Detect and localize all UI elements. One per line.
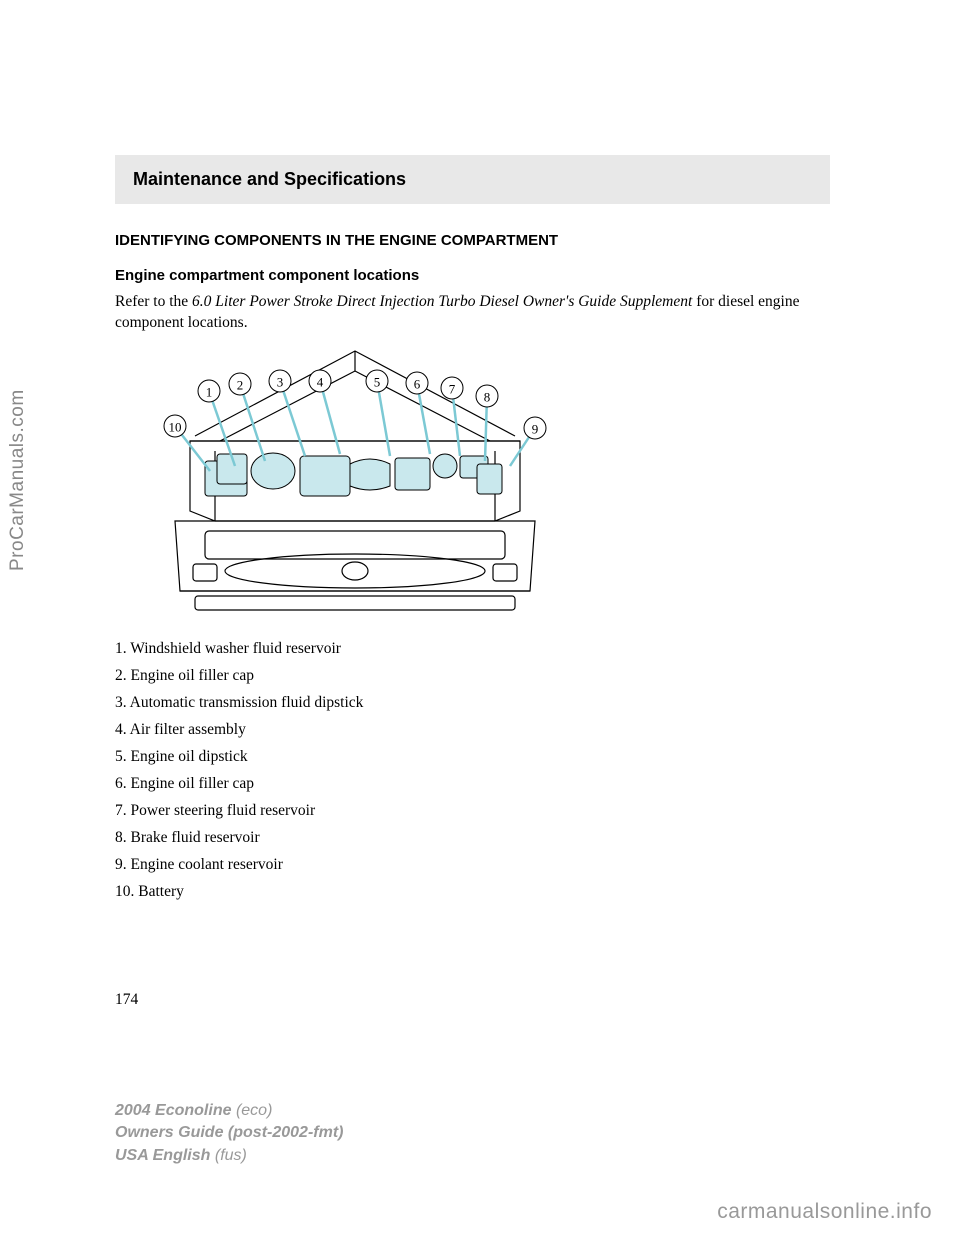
- subsection-heading: Engine compartment component locations: [115, 267, 830, 284]
- component-coolant: [477, 464, 502, 494]
- list-item: 4. Air filter assembly: [115, 721, 830, 739]
- page-number: 174: [115, 991, 830, 1009]
- watermark-bottom: carmanualsonline.info: [717, 1200, 932, 1224]
- body-prefix: Refer to the: [115, 293, 192, 310]
- callout-number: 9: [532, 421, 539, 436]
- footer-lang-code: (fus): [210, 1147, 246, 1164]
- body-paragraph: Refer to the 6.0 Liter Power Stroke Dire…: [115, 292, 830, 334]
- callout-leader: [280, 381, 305, 456]
- engine-diagram: 1 2 3 4 5 6 7 8 9 10: [155, 346, 590, 618]
- list-item: 10. Battery: [115, 883, 830, 901]
- header-bar: Maintenance and Specifications: [115, 155, 830, 204]
- callout-number: 10: [169, 419, 182, 434]
- emblem: [342, 562, 368, 580]
- callout-number: 6: [414, 376, 421, 391]
- list-item: 9. Engine coolant reservoir: [115, 856, 830, 874]
- callout-number: 5: [374, 374, 381, 389]
- page-title: Maintenance and Specifications: [133, 169, 812, 190]
- list-item: 7. Power steering fluid reservoir: [115, 802, 830, 820]
- component-ps-reservoir: [433, 454, 457, 478]
- callout-number: 1: [206, 384, 213, 399]
- component-intake: [350, 459, 390, 490]
- component-engine-top: [395, 458, 430, 490]
- callout-number: 8: [484, 389, 491, 404]
- callout-number: 3: [277, 374, 284, 389]
- component-oil-cap: [251, 453, 295, 489]
- headlight-left: [193, 564, 217, 581]
- list-item: 1. Windshield washer fluid reservoir: [115, 640, 830, 658]
- list-item: 8. Brake fluid reservoir: [115, 829, 830, 847]
- component-airfilter: [300, 456, 350, 496]
- headlight-right: [493, 564, 517, 581]
- list-item: 3. Automatic transmission fluid dipstick: [115, 694, 830, 712]
- component-list: 1. Windshield washer fluid reservoir 2. E…: [115, 640, 830, 901]
- engine-diagram-svg: 1 2 3 4 5 6 7 8 9 10: [155, 346, 590, 618]
- page-content: Maintenance and Specifications IDENTIFYI…: [115, 155, 830, 1009]
- footer-model-code: (eco): [232, 1102, 273, 1119]
- watermark-left: ProCarManuals.com: [7, 389, 29, 571]
- lower-bumper: [195, 596, 515, 610]
- footer-model: 2004 Econoline: [115, 1102, 232, 1119]
- footer-line-2: Owners Guide (post-2002-fmt): [115, 1122, 343, 1144]
- list-item: 5. Engine oil dipstick: [115, 748, 830, 766]
- callout-leader: [240, 384, 265, 461]
- list-item: 6. Engine oil filler cap: [115, 775, 830, 793]
- callout-number: 4: [317, 374, 324, 389]
- callout-number: 7: [449, 381, 456, 396]
- callout-number: 2: [237, 377, 244, 392]
- footer-line-3: USA English (fus): [115, 1145, 343, 1167]
- body-italic: 6.0 Liter Power Stroke Direct Injection …: [192, 293, 692, 310]
- footer-guide: Owners Guide (post-2002-fmt): [115, 1124, 343, 1141]
- footer-line-1: 2004 Econoline (eco): [115, 1100, 343, 1122]
- footer-lang: USA English: [115, 1147, 210, 1164]
- section-heading: IDENTIFYING COMPONENTS IN THE ENGINE COM…: [115, 232, 830, 249]
- engine-diagram-container: 1 2 3 4 5 6 7 8 9 10: [155, 346, 830, 618]
- footer: 2004 Econoline (eco) Owners Guide (post-…: [115, 1100, 343, 1167]
- list-item: 2. Engine oil filler cap: [115, 667, 830, 685]
- bumper: [205, 531, 505, 559]
